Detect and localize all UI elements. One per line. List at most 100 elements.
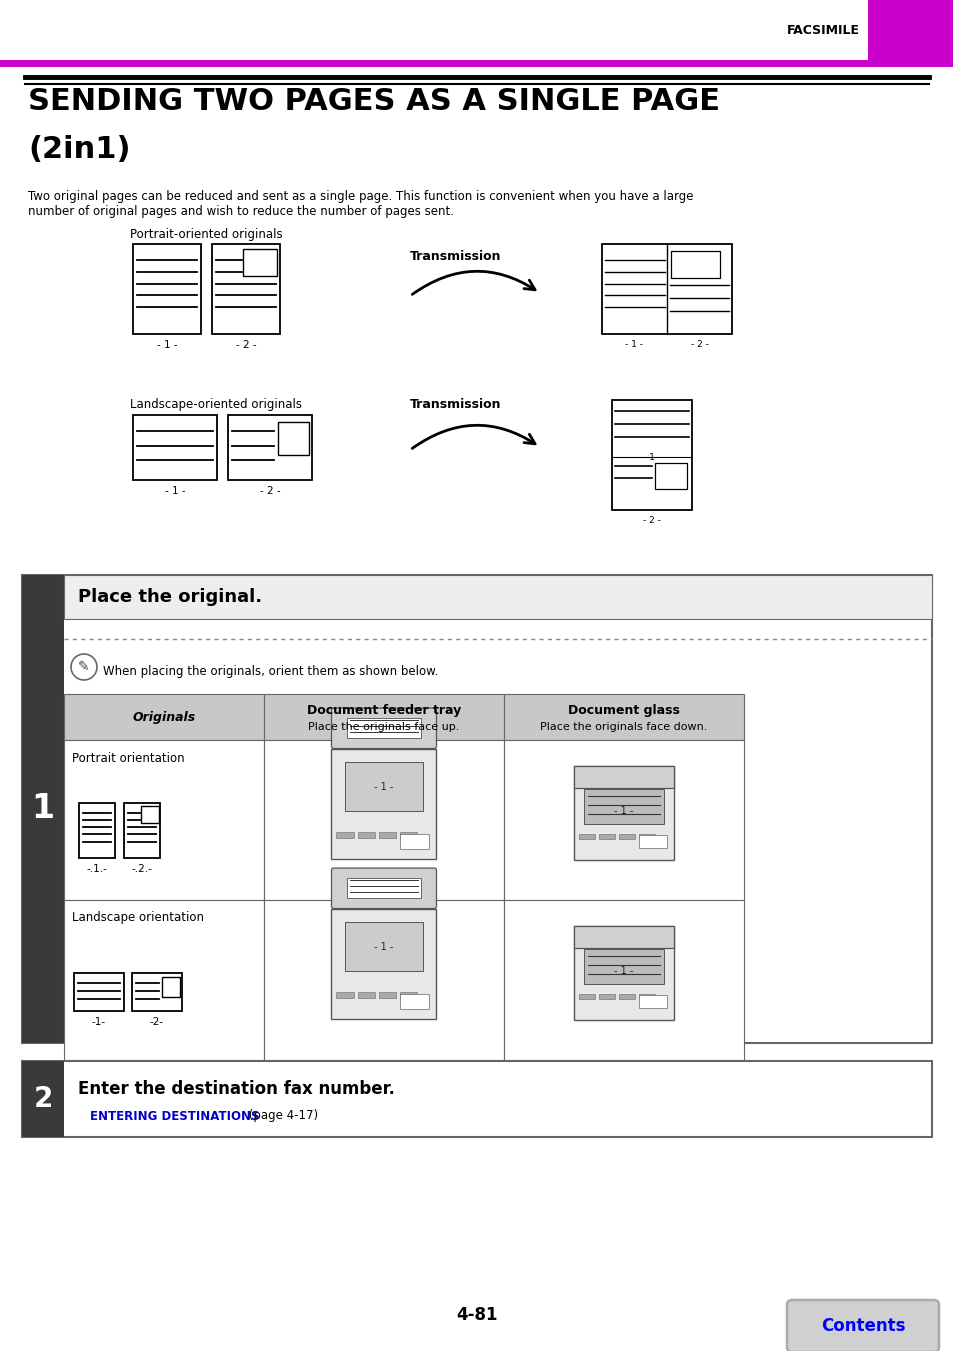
Text: - 1 -: - 1 - xyxy=(156,340,177,350)
Text: Transmission: Transmission xyxy=(410,250,501,263)
Bar xyxy=(132,245,201,334)
Text: - 1 -: - 1 - xyxy=(614,805,633,816)
Bar xyxy=(264,900,503,1061)
Text: - 1 -: - 1 - xyxy=(374,942,394,951)
Text: Originals: Originals xyxy=(132,711,195,724)
Circle shape xyxy=(71,654,97,680)
FancyBboxPatch shape xyxy=(786,1300,938,1351)
Bar xyxy=(344,762,423,812)
Text: Enter the destination fax number.: Enter the destination fax number. xyxy=(78,1079,395,1098)
Bar xyxy=(347,878,420,897)
Bar xyxy=(583,789,663,824)
Text: FACSIMILE: FACSIMILE xyxy=(786,23,859,36)
Text: ✎: ✎ xyxy=(78,661,90,674)
Bar xyxy=(399,832,416,838)
Bar xyxy=(22,576,931,1043)
Bar xyxy=(64,740,264,900)
Text: ENTERING DESTINATIONS: ENTERING DESTINATIONS xyxy=(90,1109,259,1123)
Bar xyxy=(574,925,673,1020)
Bar xyxy=(601,245,731,334)
Bar xyxy=(583,948,663,985)
Text: - 2 -: - 2 - xyxy=(235,340,256,350)
Text: number of original pages and wish to reduce the number of pages sent.: number of original pages and wish to red… xyxy=(28,205,454,218)
Text: Two original pages can be reduced and sent as a single page. This function is co: Two original pages can be reduced and se… xyxy=(28,190,693,203)
Text: - 2 -: - 2 - xyxy=(642,516,660,526)
Text: Landscape-oriented originals: Landscape-oriented originals xyxy=(130,399,302,411)
Text: Portrait-oriented originals: Portrait-oriented originals xyxy=(130,228,282,240)
FancyArrowPatch shape xyxy=(412,426,535,449)
Bar xyxy=(867,0,953,62)
Bar xyxy=(618,994,635,998)
Text: Place the originals face up.: Place the originals face up. xyxy=(308,723,459,732)
Bar xyxy=(64,576,931,619)
Bar xyxy=(670,251,720,278)
Bar xyxy=(378,832,395,838)
Bar xyxy=(132,973,182,1011)
Bar xyxy=(344,921,423,971)
Bar xyxy=(331,908,436,1019)
Bar xyxy=(598,994,615,998)
Bar xyxy=(336,993,354,998)
Bar xyxy=(243,250,277,277)
Bar xyxy=(264,694,503,740)
Bar xyxy=(399,993,416,998)
FancyBboxPatch shape xyxy=(331,869,436,908)
Text: - 1 -: - 1 - xyxy=(374,782,394,792)
Text: - 1 -: - 1 - xyxy=(625,340,643,349)
Bar xyxy=(578,835,595,839)
Bar xyxy=(278,422,309,455)
Text: Landscape orientation: Landscape orientation xyxy=(71,912,204,924)
Text: (2in1): (2in1) xyxy=(28,135,131,163)
Bar xyxy=(64,694,264,740)
Text: - 2 -: - 2 - xyxy=(259,486,280,496)
Bar xyxy=(162,977,180,997)
Text: -2-: -2- xyxy=(150,1017,164,1027)
Bar xyxy=(22,576,64,1043)
Bar xyxy=(22,1061,931,1138)
Bar xyxy=(578,994,595,998)
Text: - 1 -: - 1 - xyxy=(165,486,185,496)
Text: 4-81: 4-81 xyxy=(456,1306,497,1324)
Text: SENDING TWO PAGES AS A SINGLE PAGE: SENDING TWO PAGES AS A SINGLE PAGE xyxy=(28,86,720,116)
Bar xyxy=(399,834,429,848)
Bar xyxy=(124,802,160,858)
Bar xyxy=(74,973,124,1011)
Bar xyxy=(639,835,655,839)
Bar xyxy=(503,740,743,900)
Bar xyxy=(357,832,375,838)
Text: Document feeder tray: Document feeder tray xyxy=(307,704,460,716)
Text: 2: 2 xyxy=(33,1085,52,1113)
Bar xyxy=(212,245,280,334)
Bar xyxy=(574,766,673,788)
Bar xyxy=(503,694,743,740)
Text: Place the original.: Place the original. xyxy=(78,588,262,607)
Bar xyxy=(639,835,666,848)
FancyBboxPatch shape xyxy=(331,708,436,748)
Bar xyxy=(598,835,615,839)
Text: Place the originals face down.: Place the originals face down. xyxy=(539,723,707,732)
Bar xyxy=(655,462,686,489)
Text: Contents: Contents xyxy=(820,1317,904,1335)
Text: - 1 -: - 1 - xyxy=(642,453,660,462)
Bar xyxy=(639,994,655,998)
Text: (page 4-17): (page 4-17) xyxy=(245,1109,317,1123)
Text: Document glass: Document glass xyxy=(567,704,679,716)
Bar xyxy=(331,748,436,859)
Bar xyxy=(618,835,635,839)
Bar xyxy=(140,807,158,823)
Bar xyxy=(79,802,115,858)
Text: - 1 -: - 1 - xyxy=(614,966,633,975)
Text: - 2 -: - 2 - xyxy=(690,340,708,349)
Text: Portrait orientation: Portrait orientation xyxy=(71,751,185,765)
Bar xyxy=(612,400,691,509)
Bar xyxy=(639,996,666,1008)
Bar xyxy=(503,900,743,1061)
Bar xyxy=(336,832,354,838)
Text: -.2.-: -.2.- xyxy=(132,865,152,874)
Bar xyxy=(574,925,673,947)
Bar xyxy=(22,1061,64,1138)
Bar xyxy=(228,415,312,480)
Bar xyxy=(347,717,420,738)
Text: 1: 1 xyxy=(31,793,54,825)
Text: When placing the originals, orient them as shown below.: When placing the originals, orient them … xyxy=(103,666,438,678)
